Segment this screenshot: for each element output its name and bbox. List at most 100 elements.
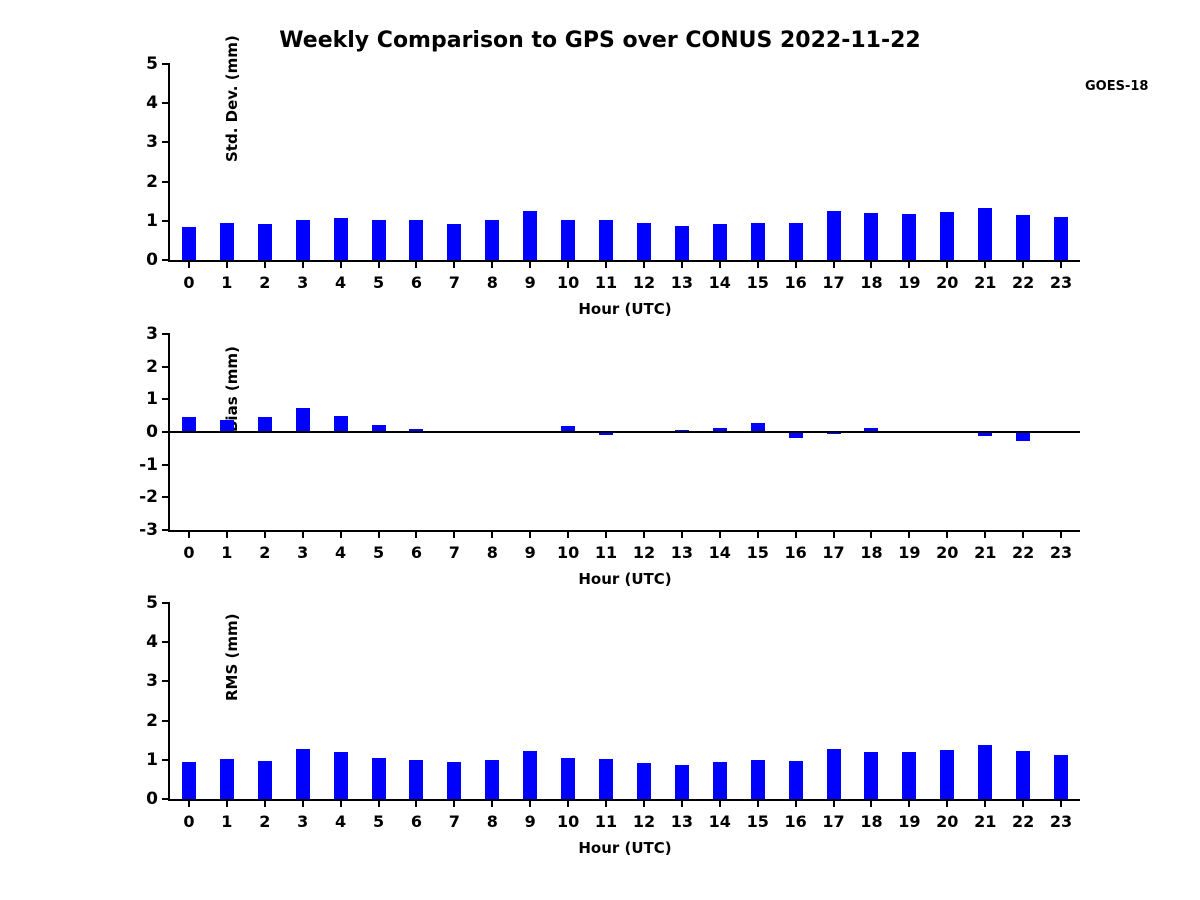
bar-bias-hour-13 bbox=[674, 429, 689, 432]
x-tick-label: 17 bbox=[822, 812, 845, 831]
subplot-bias: -3 -2 -1 0 1 2 3 Bias (mm) 0 1 2 3 4 5 6 7 8 9 10 11 12 13 14 1… bbox=[0, 324, 1200, 620]
x-axis-line bbox=[168, 260, 1080, 262]
bar-rms-hour-20 bbox=[940, 749, 955, 799]
y-tick bbox=[162, 641, 170, 644]
y-tick-label: 2 bbox=[146, 710, 158, 731]
x-tick-label: 20 bbox=[936, 543, 959, 562]
plot-area-rms: 0 1 2 3 4 5 RMS (mm) 0 1 2 3 4 5 6 7 8 9 10 11 12 13 14 15 16 17… bbox=[146, 593, 1080, 857]
x-tick-label: 16 bbox=[784, 543, 807, 562]
x-tick-label: 7 bbox=[448, 273, 460, 292]
y-tick bbox=[162, 798, 170, 800]
bar-rms-hour-8 bbox=[485, 759, 500, 799]
bar-bias-hour-21 bbox=[978, 432, 993, 436]
x-tick bbox=[567, 260, 570, 268]
bar-bias-hour-15 bbox=[750, 422, 765, 432]
bar-rms-hour-3 bbox=[295, 749, 310, 799]
x-tick bbox=[415, 799, 418, 807]
x-tick bbox=[339, 799, 342, 807]
bar-std-dev-hour-15 bbox=[750, 222, 765, 260]
x-tick-label: 12 bbox=[632, 812, 656, 831]
bar-std-dev-hour-0 bbox=[181, 227, 196, 260]
x-tick-label: 8 bbox=[486, 543, 498, 562]
x-tick bbox=[756, 260, 759, 268]
x-tick bbox=[263, 260, 266, 268]
x-tick bbox=[642, 260, 645, 268]
bar-std-dev-hour-22 bbox=[1016, 214, 1031, 260]
bar-std-dev-hour-9 bbox=[523, 211, 538, 260]
x-tick-label: 19 bbox=[898, 812, 921, 831]
x-tick-label: 16 bbox=[784, 273, 807, 292]
x-tick-label: 0 bbox=[183, 273, 195, 292]
x-tick-label: 11 bbox=[594, 273, 618, 292]
bar-bias-hour-1 bbox=[219, 419, 234, 432]
x-tick bbox=[453, 799, 456, 807]
x-tick-label: 0 bbox=[183, 543, 195, 562]
x-tick-label: 20 bbox=[936, 812, 959, 831]
x-tick bbox=[1022, 530, 1025, 538]
x-tick bbox=[718, 260, 721, 268]
x-tick bbox=[377, 799, 380, 807]
x-tick-label: 6 bbox=[410, 273, 423, 292]
x-tick-label: 20 bbox=[936, 273, 959, 292]
x-tick bbox=[225, 260, 228, 268]
x-tick-label: 14 bbox=[708, 543, 731, 562]
subplot-rms: 0 1 2 3 4 5 RMS (mm) 0 1 2 3 4 5 6 7 8 9 10 11 12 13 14 15 16 17… bbox=[0, 593, 1200, 889]
bar-rms-hour-12 bbox=[636, 762, 651, 799]
x-tick bbox=[453, 530, 456, 538]
x-tick-label: 8 bbox=[486, 273, 498, 292]
bar-std-dev-hour-21 bbox=[978, 207, 993, 260]
x-tick bbox=[756, 799, 759, 807]
x-tick-label: 3 bbox=[297, 812, 309, 831]
x-tick-label: 11 bbox=[594, 812, 618, 831]
x-axis-line bbox=[168, 799, 1080, 801]
x-tick-label: 9 bbox=[524, 273, 536, 292]
x-tick bbox=[642, 530, 645, 538]
x-tick bbox=[908, 260, 911, 268]
bar-std-dev-hour-19 bbox=[902, 214, 917, 260]
y-tick bbox=[162, 219, 170, 222]
x-tick-label: 12 bbox=[632, 273, 656, 292]
x-tick-label: 5 bbox=[372, 543, 385, 562]
bar-rms-hour-11 bbox=[599, 758, 614, 799]
bar-bias-hour-6 bbox=[409, 429, 424, 432]
y-tick-label: 0 bbox=[146, 250, 158, 270]
bar-rms-hour-18 bbox=[864, 751, 879, 799]
bar-std-dev-hour-18 bbox=[864, 213, 879, 260]
x-tick bbox=[1060, 260, 1063, 268]
x-tick bbox=[680, 799, 683, 807]
x-tick bbox=[870, 530, 873, 538]
x-axis-line bbox=[168, 530, 1080, 532]
y-tick-label: -3 bbox=[139, 520, 158, 540]
bar-std-dev-hour-4 bbox=[333, 218, 348, 260]
y-tick bbox=[162, 180, 170, 183]
bar-bias-hour-10 bbox=[561, 426, 576, 432]
y-tick-label: 4 bbox=[146, 93, 158, 114]
bar-rms-hour-21 bbox=[978, 745, 993, 799]
bar-rms-hour-2 bbox=[257, 761, 272, 799]
x-tick bbox=[984, 260, 987, 268]
x-tick bbox=[187, 530, 190, 538]
bar-std-dev-hour-5 bbox=[371, 219, 386, 260]
plot-area-std-dev: 0 1 2 3 4 5 Std. Dev. (mm) 0 1 2 3 4 5 6 7 8 9 10 11 12 13 14… bbox=[146, 35, 1080, 318]
x-tick bbox=[756, 530, 759, 538]
x-tick-label: 7 bbox=[448, 812, 460, 831]
x-tick-label: 22 bbox=[1011, 812, 1035, 831]
bar-rms-hour-14 bbox=[712, 761, 727, 799]
y-tick-label: -2 bbox=[139, 487, 158, 508]
bar-rms-hour-22 bbox=[1016, 751, 1031, 799]
x-tick bbox=[263, 530, 266, 538]
x-tick-label: 15 bbox=[746, 273, 769, 292]
x-tick-label: 8 bbox=[486, 812, 498, 831]
x-tick-label: 18 bbox=[860, 543, 883, 562]
x-tick bbox=[605, 530, 608, 538]
x-tick-label: 1 bbox=[221, 543, 233, 562]
x-tick bbox=[1022, 799, 1025, 807]
x-tick-label: 19 bbox=[898, 543, 921, 562]
x-tick bbox=[794, 260, 797, 268]
bar-std-dev-hour-13 bbox=[674, 225, 689, 260]
y-tick-label: 3 bbox=[146, 324, 158, 344]
plot-area-bias: -3 -2 -1 0 1 2 3 Bias (mm) 0 1 2 3 4 5 6 7 8 9 10 11 12 13 14 1… bbox=[139, 324, 1080, 588]
x-tick bbox=[680, 260, 683, 268]
bar-std-dev-hour-14 bbox=[712, 223, 727, 260]
bar-std-dev-hour-1 bbox=[219, 222, 234, 260]
